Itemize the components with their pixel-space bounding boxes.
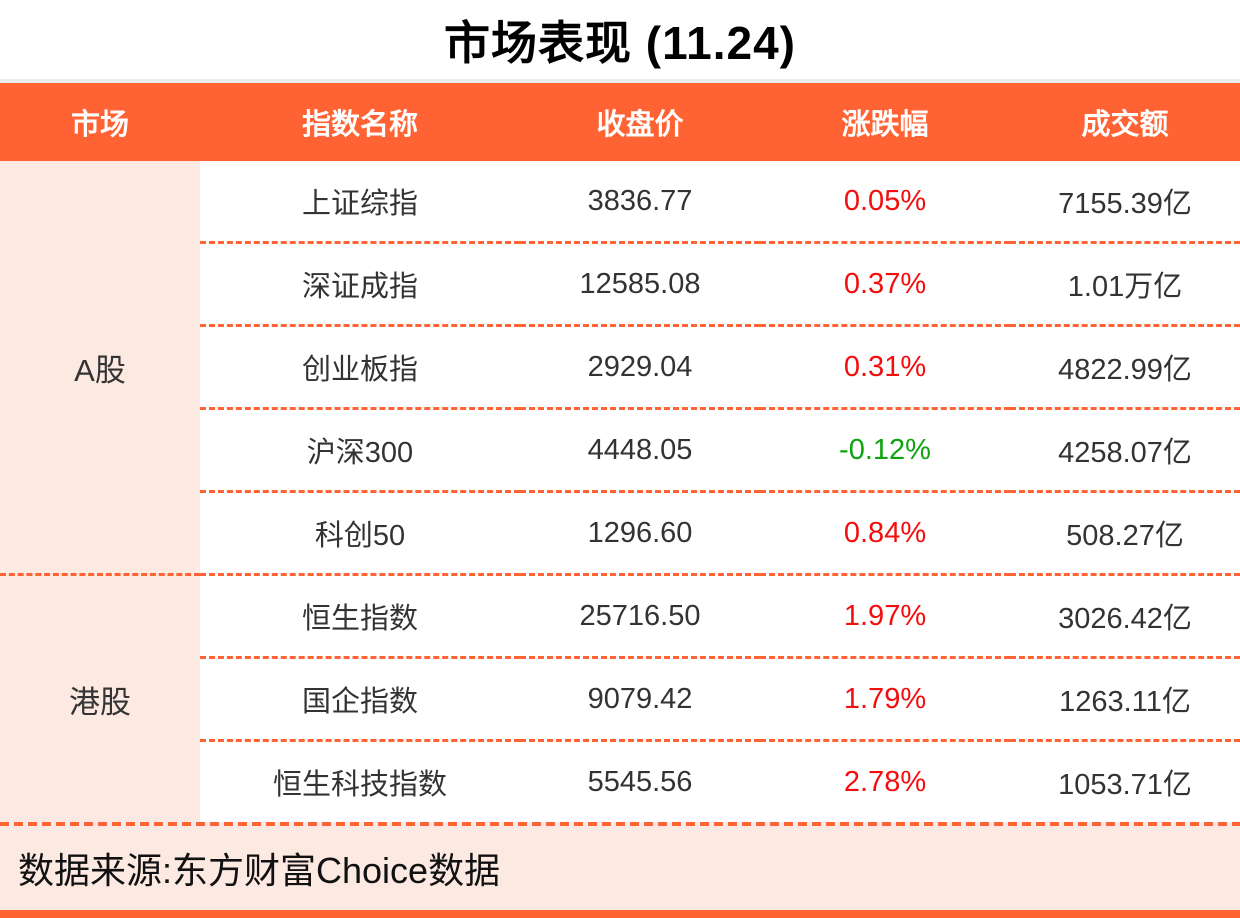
- index-name-cell: 上证综指: [200, 161, 520, 243]
- index-row: 港股 恒生指数 25716.50 1.97% 3026.42亿: [0, 573, 1240, 822]
- index-row: 国企指数 9079.42 1.79% 1263.11亿: [0, 656, 1240, 741]
- index-row: A股 上证综指 3836.77 0.05% 7155.39亿: [0, 161, 1240, 575]
- turnover-cell: 1053.71亿: [1010, 739, 1240, 822]
- footer-dashed-divider: [0, 822, 1240, 826]
- index-name-cell: 恒生指数: [200, 573, 520, 658]
- index-row: 沪深300 4448.05 -0.12% 4258.07亿: [0, 407, 1240, 492]
- index-name-cell: 沪深300: [200, 407, 520, 492]
- market-group-cell-hk: 港股: [0, 573, 200, 822]
- close-price-cell: 2929.04: [520, 324, 760, 409]
- index-name-cell: 国企指数: [200, 656, 520, 741]
- header-cell-change: 涨跌幅: [760, 83, 1010, 161]
- index-name-cell: 科创50: [200, 490, 520, 575]
- index-row: 科创50 1296.60 0.84% 508.27亿: [0, 490, 1240, 575]
- index-name-cell: 创业板指: [200, 324, 520, 409]
- turnover-cell: 4258.07亿: [1010, 407, 1240, 492]
- change-percent-cell: 1.79%: [760, 656, 1010, 741]
- turnover-cell: 1263.11亿: [1010, 656, 1240, 741]
- turnover-cell: 4822.99亿: [1010, 324, 1240, 409]
- index-name-cell: 深证成指: [200, 241, 520, 326]
- header-top-divider: [0, 79, 1240, 83]
- bottom-accent-bar: [0, 910, 1240, 918]
- close-price-cell: 9079.42: [520, 656, 760, 741]
- index-name-cell: 恒生科技指数: [200, 739, 520, 822]
- market-group-cell-a-share: A股: [0, 161, 200, 575]
- market-table: 市场 指数名称 收盘价 涨跌幅 成交额 A股 上证综指 3836.77 0.05…: [0, 83, 1240, 822]
- close-price-cell: 4448.05: [520, 407, 760, 492]
- data-source-bar: 数据来源:东方财富Choice数据: [0, 826, 1240, 910]
- close-price-cell: 1296.60: [520, 490, 760, 575]
- close-price-cell: 25716.50: [520, 573, 760, 658]
- header-cell-turnover: 成交额: [1010, 83, 1240, 161]
- data-source-text: 数据来源:东方财富Choice数据: [18, 850, 501, 891]
- header-cell-market: 市场: [0, 83, 200, 161]
- index-row: 恒生科技指数 5545.56 2.78% 1053.71亿: [0, 739, 1240, 822]
- close-price-cell: 5545.56: [520, 739, 760, 822]
- table-header-row: 市场 指数名称 收盘价 涨跌幅 成交额: [0, 83, 1240, 161]
- index-row: 创业板指 2929.04 0.31% 4822.99亿: [0, 324, 1240, 409]
- change-percent-cell: 0.84%: [760, 490, 1010, 575]
- header-cell-index-name: 指数名称: [200, 83, 520, 161]
- close-price-cell: 12585.08: [520, 241, 760, 326]
- change-percent-cell: -0.12%: [760, 407, 1010, 492]
- header-cell-close: 收盘价: [520, 83, 760, 161]
- close-price-cell: 3836.77: [520, 161, 760, 243]
- change-percent-cell: 0.37%: [760, 241, 1010, 326]
- change-percent-cell: 0.05%: [760, 161, 1010, 243]
- change-percent-cell: 2.78%: [760, 739, 1010, 822]
- change-percent-cell: 1.97%: [760, 573, 1010, 658]
- page-title: 市场表现 (11.24): [444, 16, 796, 69]
- turnover-cell: 508.27亿: [1010, 490, 1240, 575]
- turnover-cell: 3026.42亿: [1010, 573, 1240, 658]
- turnover-cell: 1.01万亿: [1010, 241, 1240, 326]
- index-row: 深证成指 12585.08 0.37% 1.01万亿: [0, 241, 1240, 326]
- turnover-cell: 7155.39亿: [1010, 161, 1240, 243]
- change-percent-cell: 0.31%: [760, 324, 1010, 409]
